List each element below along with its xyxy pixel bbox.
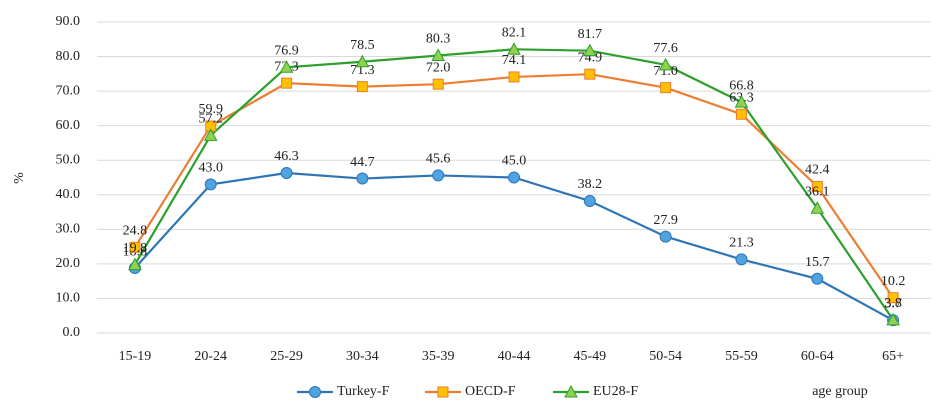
legend-marker [309, 386, 321, 398]
data-label: 36.1 [805, 184, 830, 199]
y-tick-label: 60.0 [56, 118, 81, 133]
point [356, 172, 369, 185]
point [886, 312, 900, 326]
point [659, 230, 672, 243]
point [583, 194, 596, 207]
point [431, 48, 446, 62]
data-label: 45.0 [502, 154, 527, 169]
x-tick-label: 35-39 [422, 349, 455, 364]
x-tick-label: 55-59 [725, 349, 758, 364]
point [810, 201, 825, 214]
data-label: 81.7 [578, 27, 603, 42]
x-tick-label: 65+ [882, 349, 904, 364]
data-label: 74.9 [578, 50, 603, 65]
x-tick-label: 40-44 [498, 349, 531, 364]
data-label: 15.7 [805, 255, 830, 270]
series-line [133, 48, 895, 321]
point [811, 180, 823, 192]
point [129, 241, 141, 253]
point [279, 60, 294, 73]
legend-marker [437, 386, 449, 398]
point [507, 42, 521, 55]
data-label: 38.2 [578, 177, 603, 192]
point [811, 272, 824, 285]
point [280, 167, 293, 180]
legend-marker [564, 384, 578, 398]
x-tick-label: 15-19 [119, 349, 152, 364]
data-label: 43.0 [198, 161, 223, 176]
x-tick-label: 25-29 [270, 349, 303, 364]
data-label: 3.8 [884, 296, 902, 311]
data-label: 46.3 [274, 149, 299, 164]
point [203, 128, 218, 141]
point [204, 178, 217, 191]
x-tick-label: 30-34 [346, 349, 379, 364]
point [582, 43, 597, 57]
data-label: 57.2 [198, 112, 223, 127]
x-tick-label: 50-54 [649, 349, 682, 364]
point [281, 77, 293, 89]
point [432, 169, 445, 182]
point [355, 54, 370, 68]
data-label: 78.5 [350, 38, 375, 53]
data-label: 71.0 [653, 64, 678, 79]
data-label: 59.9 [198, 102, 223, 117]
y-tick-label: 40.0 [56, 187, 81, 202]
x-tick-label: 45-49 [573, 349, 606, 364]
y-axis-label: % [12, 172, 27, 184]
y-tick-label: 70.0 [56, 83, 81, 98]
y-tick-label: 90.0 [56, 14, 81, 29]
legend-label: OECD-F [465, 384, 516, 399]
point [660, 82, 672, 94]
point [734, 95, 749, 108]
point [887, 292, 899, 304]
data-label: 77.6 [653, 41, 678, 56]
point [658, 57, 673, 71]
data-label: 82.1 [502, 26, 527, 41]
legend-label: Turkey-F [337, 384, 390, 399]
y-tick-label: 20.0 [56, 256, 81, 271]
point [356, 81, 368, 93]
data-label: 76.9 [274, 43, 299, 58]
point [432, 78, 444, 90]
data-label: 45.6 [426, 152, 451, 167]
y-tick-label: 0.0 [63, 325, 81, 340]
data-label: 21.3 [729, 236, 754, 251]
x-axis-label: age group [812, 384, 868, 399]
x-tick-label: 60-64 [801, 349, 834, 364]
point [584, 68, 596, 80]
point [735, 108, 747, 120]
y-tick-label: 50.0 [56, 152, 81, 167]
data-label: 10.2 [881, 274, 906, 289]
data-label: 19.8 [123, 241, 148, 256]
data-label: 44.7 [350, 155, 375, 170]
x-tick-label: 20-24 [194, 349, 227, 364]
data-label: 72.0 [426, 60, 451, 75]
data-label: 42.4 [805, 163, 830, 178]
data-label: 24.8 [123, 224, 148, 239]
point [735, 253, 748, 266]
data-label: 27.9 [653, 213, 678, 228]
y-tick-label: 30.0 [56, 222, 81, 237]
legend-label: EU28-F [593, 384, 638, 399]
data-label: 74.1 [502, 53, 527, 68]
y-tick-label: 10.0 [56, 291, 81, 306]
data-label: 66.8 [729, 78, 754, 93]
point [508, 71, 520, 83]
point [128, 257, 142, 271]
point [508, 171, 520, 184]
y-tick-label: 80.0 [56, 49, 81, 64]
data-label: 80.3 [426, 32, 451, 47]
